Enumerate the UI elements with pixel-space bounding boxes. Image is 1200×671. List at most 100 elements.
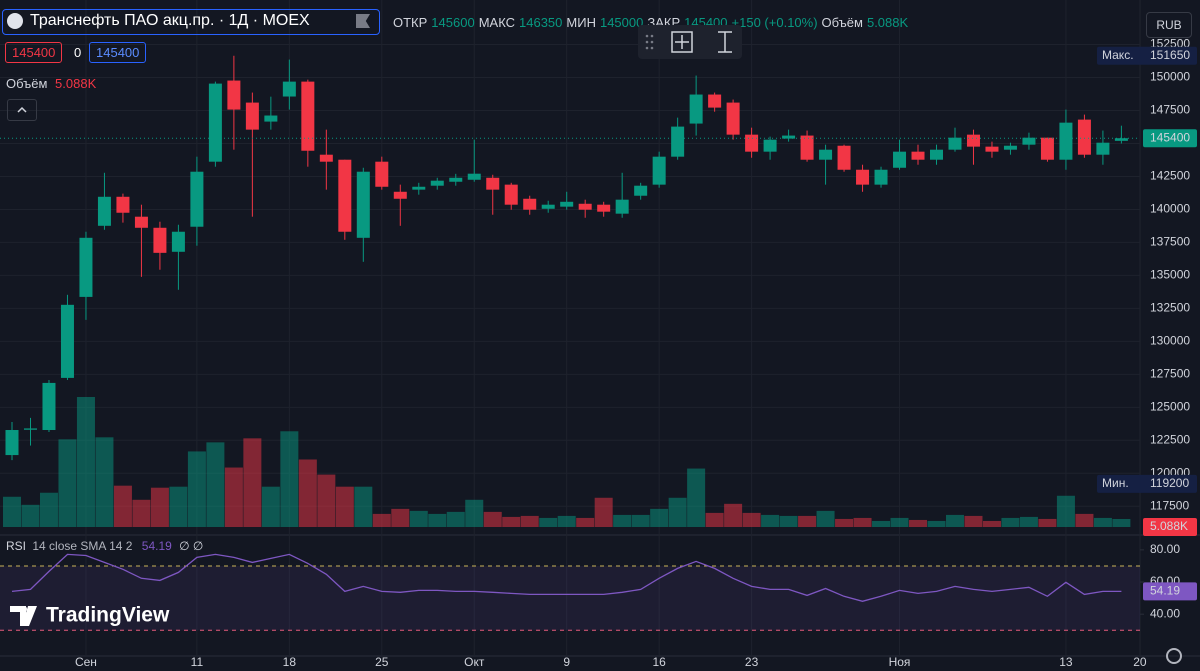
ohlc-name: ОТКР: [393, 15, 428, 30]
symbol-title[interactable]: Транснефть ПАО акц.пр. · 1Д · MOEX: [30, 12, 310, 29]
volume-bar: [39, 492, 58, 527]
symbol-box[interactable]: [2, 9, 380, 35]
volume-bar: [1019, 516, 1038, 527]
volume-bar: [1075, 513, 1094, 527]
toolbar-icons: [645, 31, 732, 53]
x-tick-label: 20: [1133, 655, 1147, 669]
flag-icon[interactable]: [356, 14, 370, 28]
y-tick-label: 122500: [1150, 432, 1190, 446]
volume-bar: [687, 468, 706, 527]
candle-body: [1114, 138, 1128, 141]
ohlc-change: +150 (+0.10%): [731, 15, 818, 30]
volume-bar: [668, 497, 687, 527]
y-tick-label: 150000: [1150, 70, 1190, 84]
candle-body: [541, 204, 555, 209]
candle-body: [208, 83, 222, 162]
volume-bar: [742, 512, 761, 527]
range-tool[interactable]: [718, 31, 732, 53]
min-box: [1097, 474, 1197, 493]
candle-body: [1059, 122, 1073, 160]
volume-bar: [391, 508, 410, 527]
volume-bar: [502, 516, 521, 527]
volume-bar: [76, 397, 95, 527]
drag-handle[interactable]: [645, 34, 654, 50]
candle-body: [708, 94, 722, 108]
last-price-box: [1143, 129, 1197, 148]
sell-button[interactable]: 145400: [5, 42, 63, 63]
volume-bar: [243, 438, 262, 527]
candle-body: [171, 231, 185, 252]
candle-body: [504, 184, 518, 205]
ohlc-name: МИН: [566, 15, 596, 30]
rsi-legend: RSI 14 close SMA 14 2 54.19 ∅ ∅: [6, 539, 203, 553]
currency-button[interactable]: RUB: [1146, 12, 1192, 38]
volume-bar: [58, 439, 77, 527]
x-tick-label: 23: [745, 655, 759, 669]
candle-body: [948, 137, 962, 150]
candle-body: [560, 201, 574, 207]
y-tick-label: 130000: [1150, 334, 1190, 348]
candle-body: [23, 428, 37, 430]
volume-bar: [372, 513, 391, 527]
candle-body: [190, 171, 204, 227]
volume-bar: [1056, 495, 1075, 527]
volume-label-box: [1143, 517, 1197, 536]
volume-bar: [761, 514, 780, 527]
volume-bar: [557, 515, 576, 527]
volume-bar: [909, 519, 928, 527]
volume-bar: [317, 474, 336, 527]
collapse-button[interactable]: [7, 99, 37, 121]
volume-bar: [779, 515, 798, 527]
volume-legend: Объём 5.088K: [6, 76, 96, 91]
ohlc-legend: ОТКР 145600 МАКС 146350 МИН 145000 ЗАКР 145400 +…: [393, 15, 912, 30]
rsi-line: [11, 553, 1122, 602]
rsi-value-label: 54.19: [1150, 584, 1180, 598]
candle-body: [449, 177, 463, 182]
candle-body: [837, 145, 851, 170]
symbol-logo: [7, 13, 23, 29]
watermark: TradingView: [10, 604, 170, 627]
volume-bar: [853, 517, 872, 527]
volume-bar: [650, 508, 669, 527]
volume-bar: [95, 437, 114, 527]
candle-body: [282, 81, 296, 97]
volume-bar: [187, 451, 206, 527]
volume-bar: [798, 515, 817, 527]
volume-bar: [113, 485, 132, 527]
settings-button[interactable]: [1166, 648, 1182, 664]
candle-body: [467, 173, 481, 180]
volume-legend-value: 5.088K: [55, 76, 97, 91]
x-tick-label: Окт: [464, 655, 485, 669]
volume-bar: [1001, 517, 1020, 527]
candle-body: [634, 185, 648, 196]
ohlc-volume-name: Объём: [821, 15, 863, 30]
settings-icon[interactable]: [1166, 648, 1182, 664]
y-tick-label: 117500: [1150, 498, 1189, 512]
volume-bar: [872, 520, 891, 527]
candle-body: [1096, 142, 1110, 155]
volume-bar: [613, 514, 632, 527]
candle-body: [5, 430, 19, 456]
candle-body: [264, 115, 278, 122]
candle-body: [356, 171, 370, 238]
candle-body: [42, 382, 56, 431]
volume-bar: [206, 442, 225, 527]
ohlc-value: 145600: [431, 15, 475, 30]
volume-bar: [446, 511, 465, 527]
volume-bar: [927, 520, 946, 527]
x-tick-label: 25: [375, 655, 389, 669]
x-tick-label: 16: [652, 655, 666, 669]
rsi-extra: ∅ ∅: [179, 539, 204, 553]
volume-bar: [964, 515, 983, 527]
candle-body: [1077, 119, 1091, 155]
y-tick-label: 137500: [1150, 235, 1190, 249]
measure-tool[interactable]: [671, 31, 693, 53]
rsi-tick-label: 80.00: [1150, 542, 1180, 556]
candle-body: [874, 169, 888, 185]
x-tick-label: 13: [1059, 655, 1073, 669]
buy-button[interactable]: 145400: [89, 42, 147, 63]
candle-body: [745, 134, 759, 152]
volume-bar: [428, 513, 447, 527]
